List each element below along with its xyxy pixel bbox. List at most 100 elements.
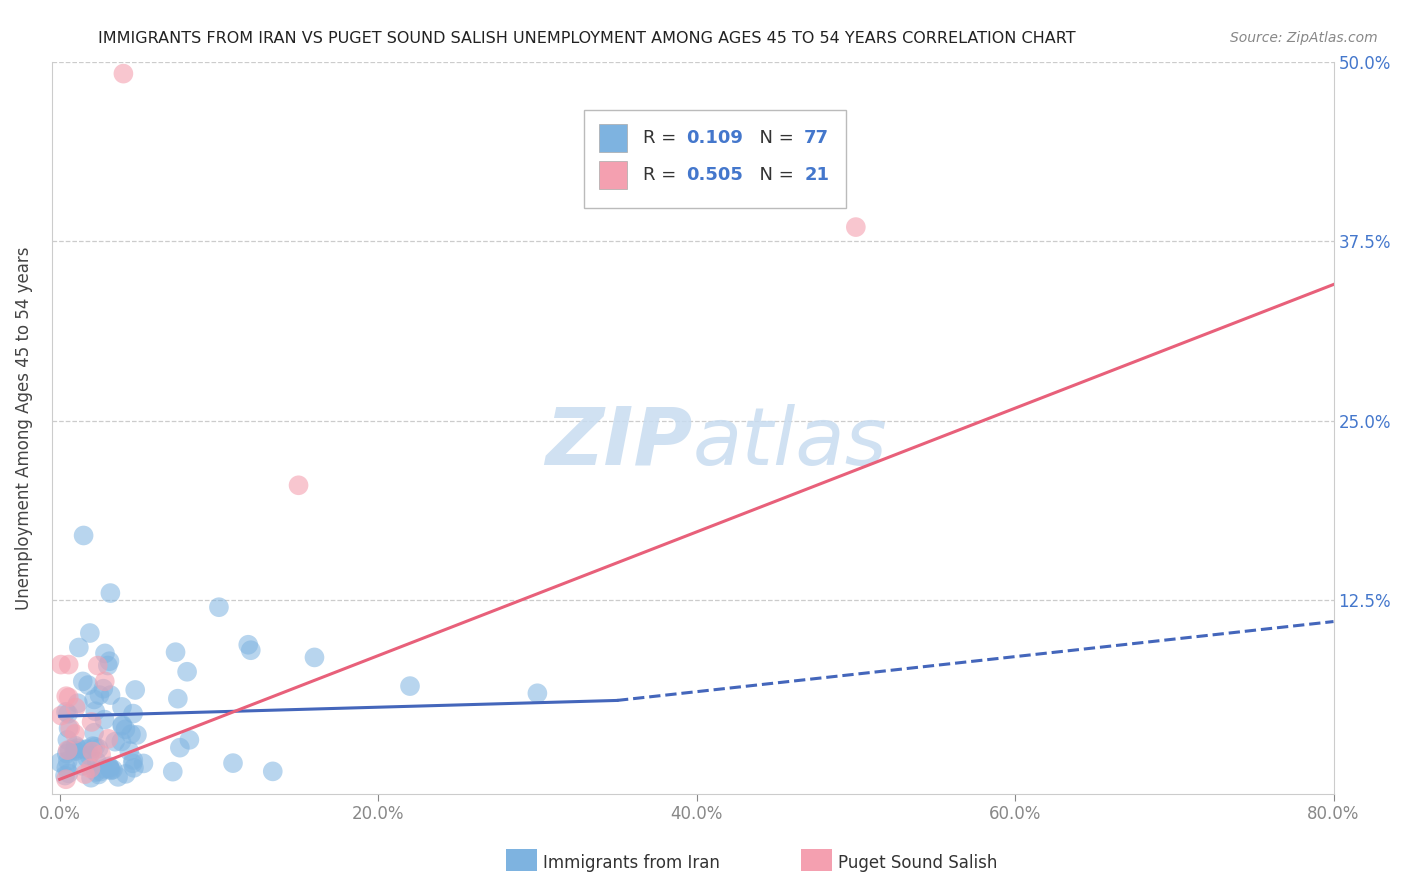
Point: [76, 742, 98, 756]
Point: [124, 682, 146, 697]
Point: [176, 665, 198, 679]
Point: [70, 759, 93, 773]
Text: 77: 77: [804, 129, 830, 147]
Point: [98, 654, 121, 668]
Point: [79, 748, 101, 763]
Text: ZIP: ZIP: [546, 403, 693, 482]
Point: [111, 699, 134, 714]
Point: [58, 743, 80, 757]
Point: [89, 688, 111, 702]
Point: [238, 638, 260, 652]
Point: [90, 747, 112, 762]
Point: [122, 753, 145, 767]
Point: [58, 657, 80, 672]
Point: [122, 761, 145, 775]
Point: [55, 689, 77, 703]
Point: [84, 739, 107, 754]
Point: [79, 626, 101, 640]
Point: [59, 721, 82, 735]
Text: Source: ZipAtlas.com: Source: ZipAtlas.com: [1230, 31, 1378, 45]
Point: [49, 756, 72, 770]
Point: [83, 692, 105, 706]
Text: atlas: atlas: [693, 403, 887, 482]
Point: [66, 696, 89, 710]
FancyBboxPatch shape: [599, 124, 627, 153]
Point: [101, 763, 124, 777]
Text: R =: R =: [643, 166, 682, 184]
Point: [110, 734, 132, 748]
Point: [122, 706, 145, 721]
Point: [120, 727, 142, 741]
Point: [63, 743, 86, 757]
Point: [114, 767, 136, 781]
Point: [58, 690, 80, 705]
Point: [55, 761, 77, 775]
Point: [162, 764, 184, 779]
Point: [93, 713, 115, 727]
Point: [56, 747, 79, 761]
Point: [208, 600, 231, 615]
Point: [100, 586, 122, 600]
Point: [72, 674, 94, 689]
Point: [58, 721, 80, 735]
Point: [49, 708, 72, 723]
Point: [67, 640, 90, 655]
Point: [179, 732, 201, 747]
Text: IMMIGRANTS FROM IRAN VS PUGET SOUND SALISH UNEMPLOYMENT AMONG AGES 45 TO 54 YEAR: IMMIGRANTS FROM IRAN VS PUGET SOUND SALI…: [98, 31, 1076, 46]
FancyBboxPatch shape: [583, 110, 846, 209]
Point: [63, 727, 86, 741]
Point: [100, 764, 122, 778]
Point: [526, 686, 548, 700]
Point: [94, 674, 117, 689]
Point: [111, 719, 134, 733]
Point: [262, 764, 284, 779]
Point: [59, 744, 82, 758]
Point: [304, 650, 326, 665]
Point: [73, 767, 96, 781]
Point: [222, 756, 245, 771]
Text: N =: N =: [748, 129, 799, 147]
Point: [87, 767, 110, 781]
Point: [239, 643, 262, 657]
Y-axis label: Unemployment Among Ages 45 to 54 years: Unemployment Among Ages 45 to 54 years: [15, 246, 32, 609]
FancyBboxPatch shape: [599, 161, 627, 189]
Point: [87, 741, 110, 756]
Point: [65, 739, 87, 753]
Point: [80, 714, 103, 729]
Point: [56, 732, 79, 747]
Point: [66, 741, 89, 756]
Point: [80, 771, 103, 785]
Text: Immigrants from Iran: Immigrants from Iran: [543, 854, 720, 871]
Point: [76, 751, 98, 765]
Point: [65, 700, 87, 714]
Point: [112, 67, 135, 81]
Point: [125, 728, 148, 742]
Point: [114, 723, 136, 737]
Point: [94, 646, 117, 660]
Point: [97, 658, 120, 673]
Point: [56, 706, 79, 721]
Point: [399, 679, 422, 693]
Point: [83, 725, 105, 739]
Point: [100, 688, 122, 702]
Point: [79, 761, 101, 775]
Point: [169, 740, 191, 755]
Point: [107, 770, 129, 784]
Point: [49, 657, 72, 672]
Point: [97, 731, 120, 746]
Point: [287, 478, 309, 492]
Point: [56, 743, 79, 757]
Text: 0.505: 0.505: [686, 166, 744, 184]
Point: [55, 772, 77, 787]
Point: [166, 691, 188, 706]
Point: [89, 764, 111, 779]
Text: N =: N =: [748, 166, 799, 184]
Point: [132, 756, 155, 771]
Text: 0.109: 0.109: [686, 129, 744, 147]
Point: [56, 754, 79, 768]
Text: R =: R =: [643, 129, 682, 147]
Point: [165, 645, 187, 659]
Point: [111, 718, 134, 732]
Text: 21: 21: [804, 166, 830, 184]
Point: [86, 755, 108, 769]
